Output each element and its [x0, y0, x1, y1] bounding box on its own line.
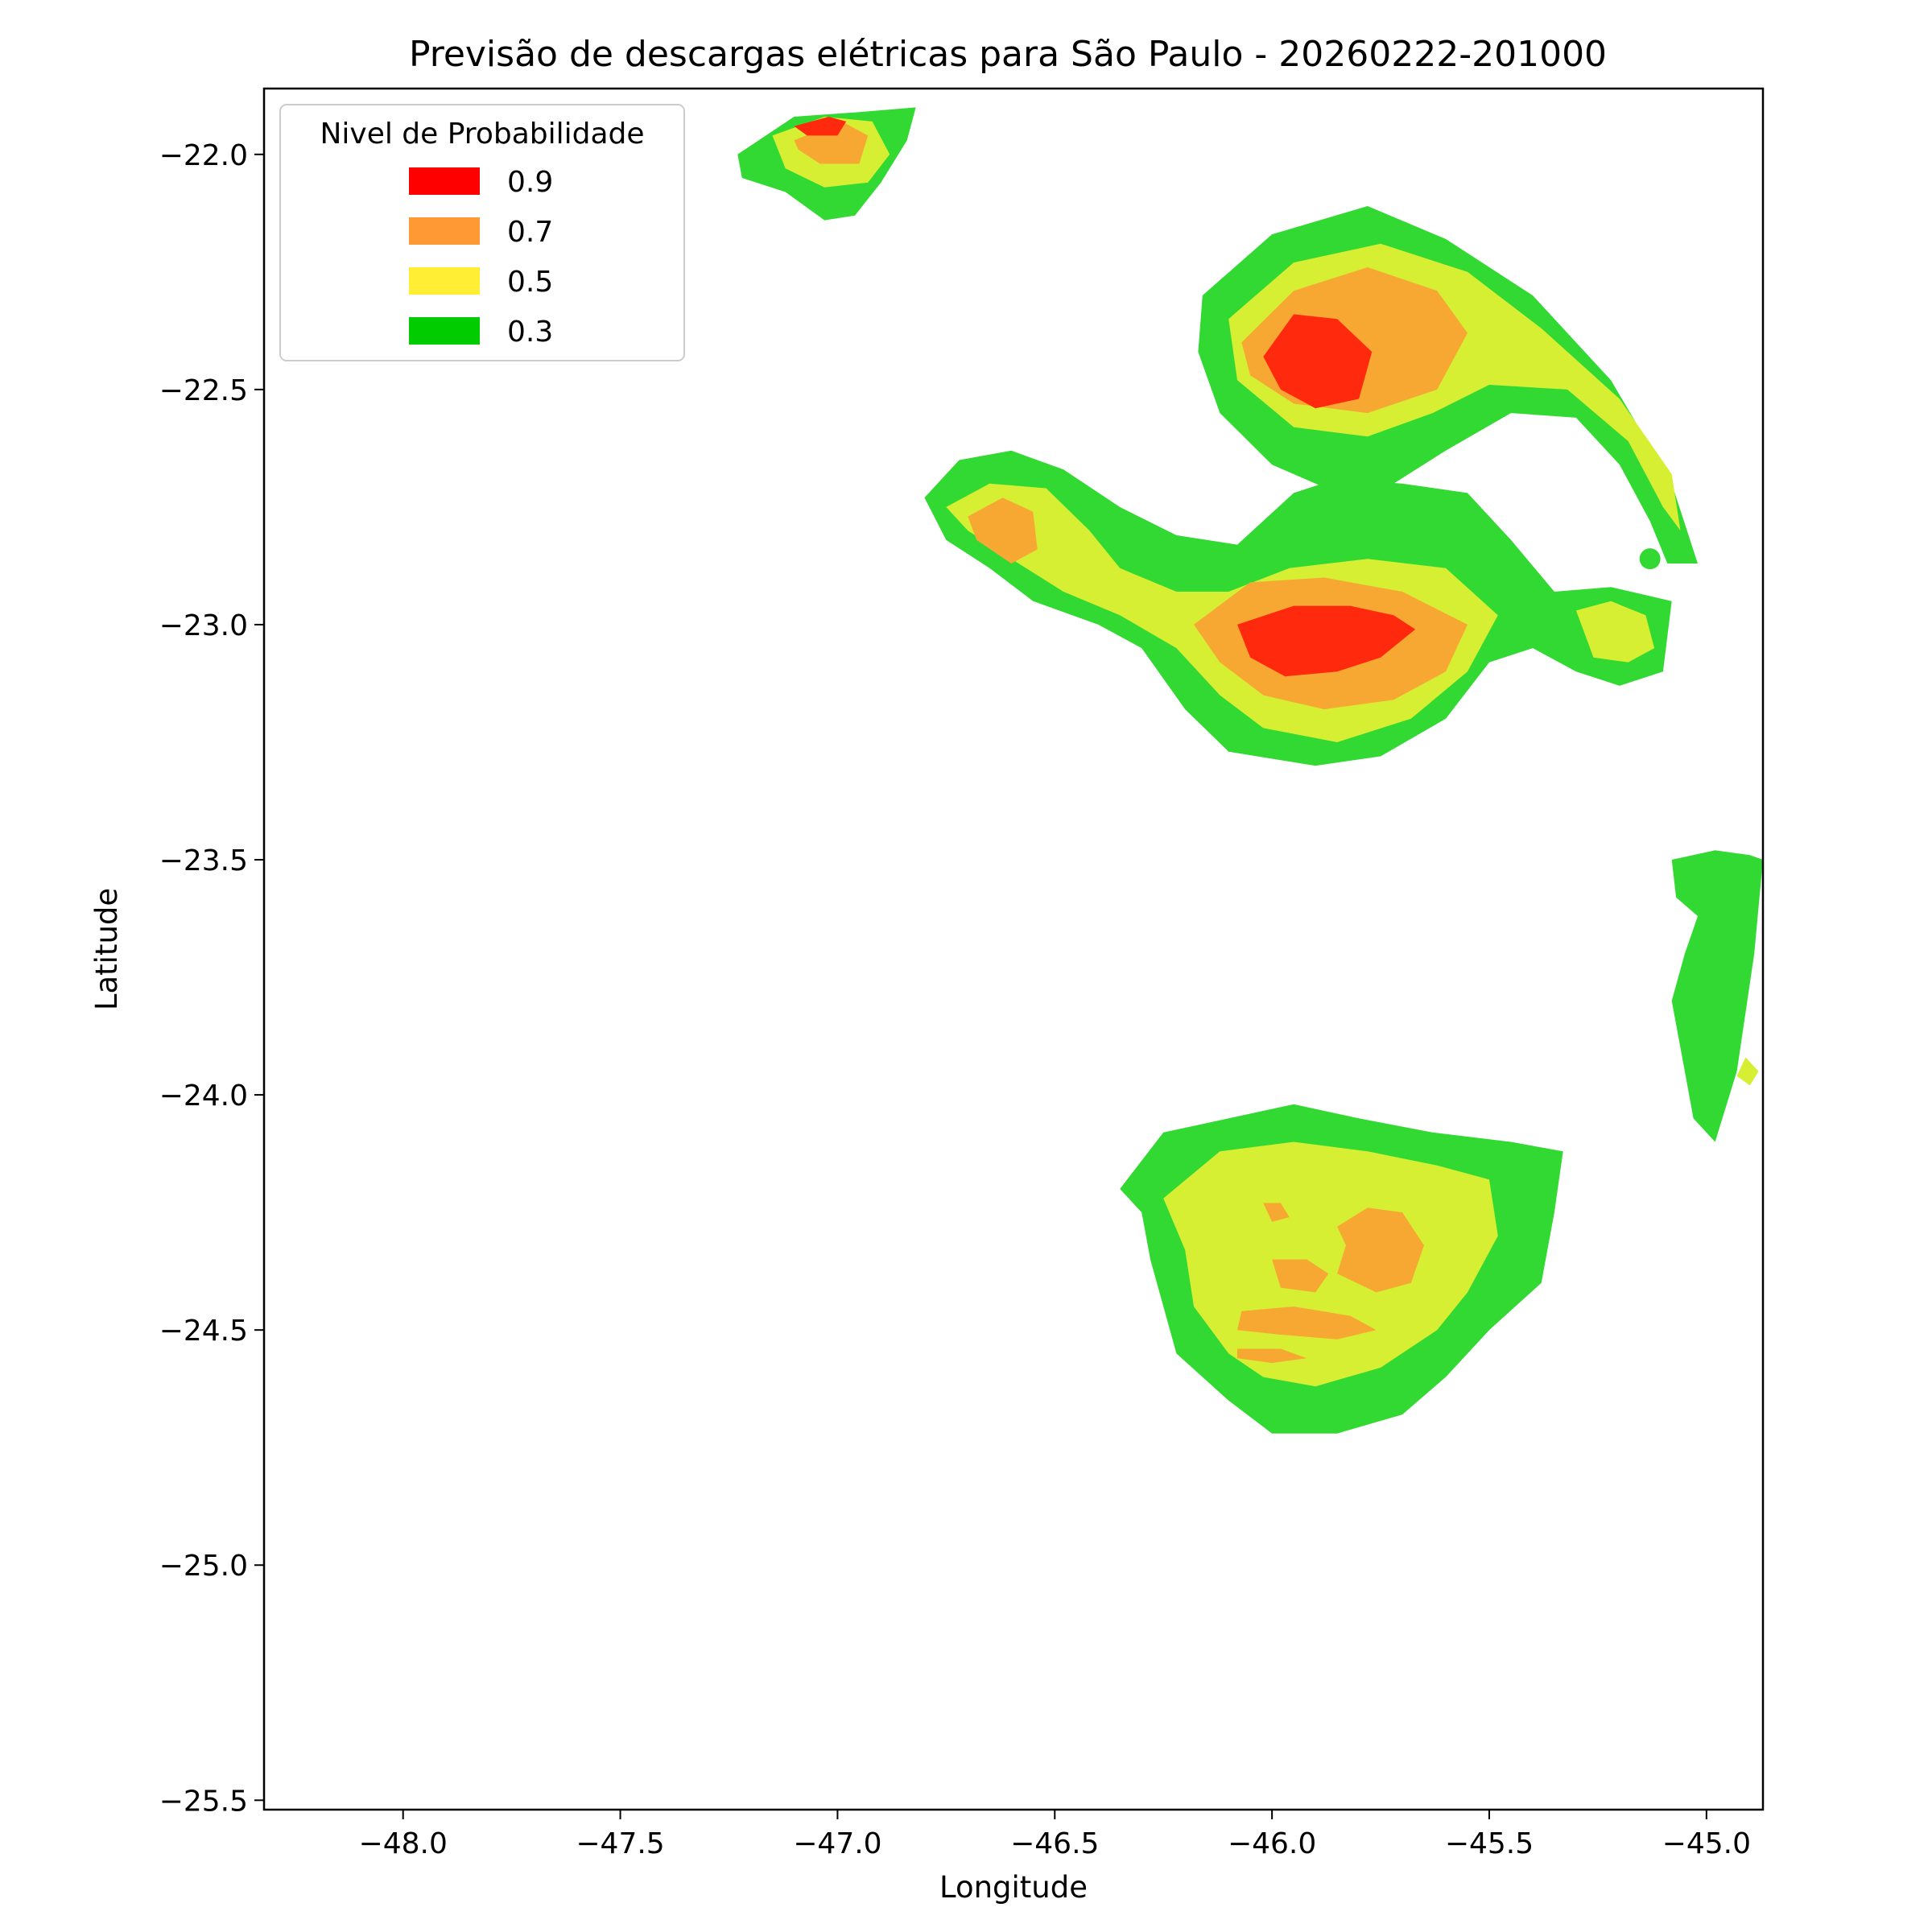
y-tick-label: −24.0	[159, 1080, 248, 1113]
y-tick-label: −23.0	[159, 609, 248, 642]
contour-dot-03	[1639, 548, 1661, 570]
contour-region-09	[1263, 314, 1373, 409]
legend-swatch	[409, 217, 480, 245]
axes-frame	[262, 87, 1765, 1811]
legend-label: 0.7	[507, 216, 553, 249]
legend-title: Nivel de Probabilidade	[320, 118, 644, 151]
legend-label: 0.5	[507, 266, 553, 299]
y-tick-label: −24.5	[159, 1315, 248, 1348]
x-tick-label: −46.5	[1010, 1827, 1099, 1860]
contour-region-09	[794, 117, 847, 136]
y-tick-label: −22.0	[159, 139, 248, 172]
contour-region-05	[1736, 1057, 1759, 1086]
x-tick-label: −45.5	[1445, 1827, 1534, 1860]
legend-entries: 0.9 0.7 0.5 0.3	[409, 166, 553, 349]
contour-region-07	[794, 121, 869, 164]
y-tick-label: −25.5	[159, 1785, 248, 1818]
contour-dots	[1443, 548, 1661, 1195]
contour-region-07	[1237, 1348, 1307, 1364]
x-axis-ticks: −48.0 −47.5 −47.0 −46.5 −46.0 −45.5 −45.0	[359, 1810, 1751, 1860]
y-tick-label: −23.5	[159, 844, 248, 877]
contour-region-07	[1263, 1203, 1290, 1222]
x-axis-label: Longitude	[939, 1870, 1088, 1905]
legend-box	[279, 104, 685, 361]
legend-swatch	[409, 167, 480, 195]
x-tick-label: −46.0	[1228, 1827, 1316, 1860]
contour-region-07	[1337, 1208, 1424, 1293]
legend-label: 0.9	[507, 166, 553, 199]
contour-region-07	[1272, 1259, 1329, 1293]
contour-region-07	[1237, 1307, 1377, 1340]
legend-label: 0.3	[507, 316, 553, 349]
contour-region-03	[1671, 850, 1763, 1142]
legend-swatch	[409, 267, 480, 295]
plot-area	[264, 89, 1763, 1810]
axes-border	[262, 87, 1765, 1811]
legend: Nivel de Probabilidade 0.9 0.7 0.5 0.3	[279, 104, 685, 361]
contour-dot-05	[1443, 1174, 1465, 1195]
x-tick-label: −47.0	[793, 1827, 881, 1860]
contour-region-05	[1575, 601, 1655, 663]
chart-title: Previsão de descargas elétricas para São…	[409, 34, 1607, 75]
contour-region-09	[1237, 605, 1416, 677]
y-axis-ticks: −22.0 −22.5 −23.0 −23.5 −24.0 −24.5 −25.0 −25.5	[159, 139, 264, 1818]
legend-swatch	[409, 317, 480, 345]
y-tick-label: −22.5	[159, 374, 248, 407]
y-axis-label: Latitude	[89, 888, 124, 1010]
x-tick-label: −45.0	[1662, 1827, 1751, 1860]
contour-regions	[737, 107, 1763, 1434]
contour-region-07	[968, 497, 1038, 564]
x-tick-label: −47.5	[576, 1827, 664, 1860]
x-tick-label: −48.0	[359, 1827, 448, 1860]
y-tick-label: −25.0	[159, 1550, 248, 1583]
